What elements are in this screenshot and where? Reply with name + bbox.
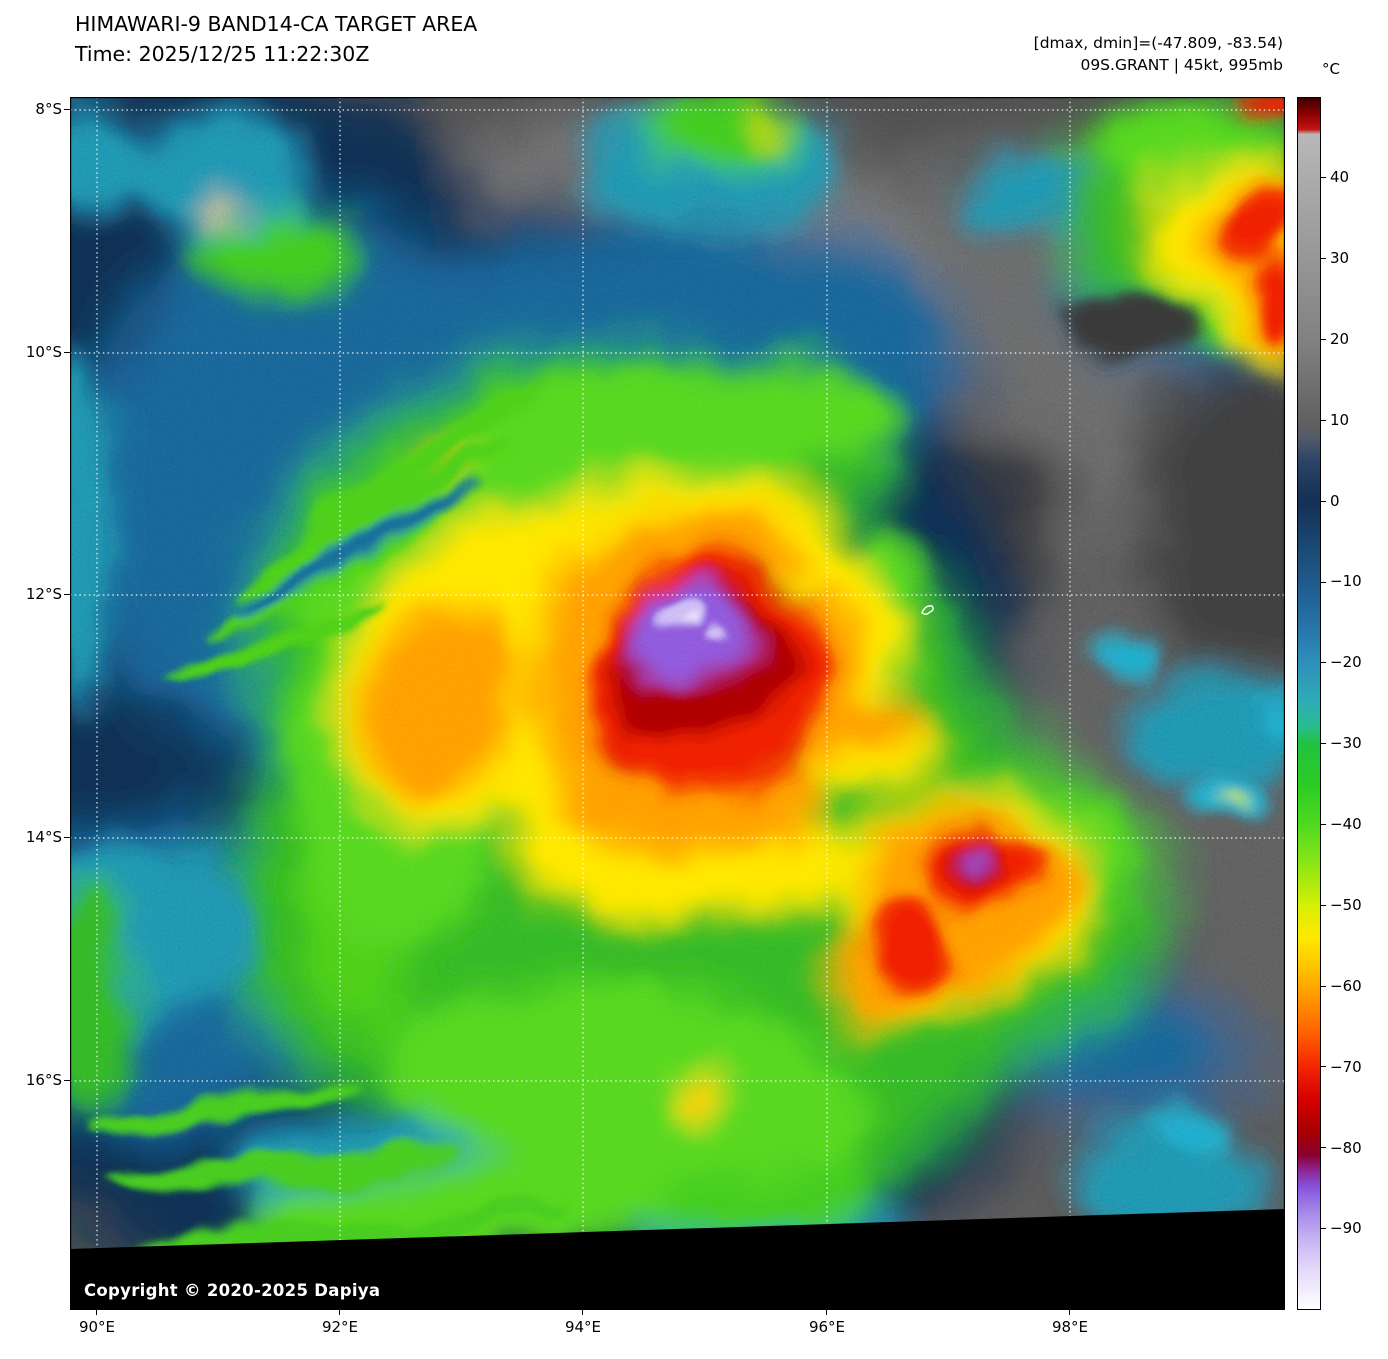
tick-mark [826,1310,828,1315]
satellite-image [70,97,1285,1310]
lon-tick-label: 94°E [564,1318,602,1336]
map-plot-area: Copyright © 2020-2025 Dapiya [70,97,1285,1310]
lat-tick-label: 14°S [25,828,62,846]
colorbar-tick-label: 10 [1330,411,1350,429]
tick-mark [1321,1066,1326,1068]
colorbar-tick-label: −30 [1330,734,1362,752]
figure-time: Time: 2025/12/25 11:22:30Z [75,42,370,66]
tick-mark [1321,1228,1326,1230]
tick-mark [1321,177,1326,179]
tick-mark [64,352,70,354]
lon-tick-label: 92°E [321,1318,359,1336]
tick-mark [339,1310,341,1315]
colorbar-tick-label: −40 [1330,815,1362,833]
lat-tick-label: 12°S [25,585,62,603]
tick-mark [64,1080,70,1082]
tick-mark [1321,1147,1326,1149]
lat-tick-label: 8°S [35,100,62,118]
colorbar-tick-label: 30 [1330,249,1350,267]
image-grain [70,97,1285,1310]
colorbar-tick-label: 20 [1330,330,1350,348]
tick-mark [582,1310,584,1315]
figure-title: HIMAWARI-9 BAND14-CA TARGET AREA [75,12,478,36]
tick-mark [1321,905,1326,907]
lon-tick-label: 98°E [1051,1318,1089,1336]
graticule-gridlines [70,97,1285,1310]
colorbar-tick-label: −90 [1330,1219,1362,1237]
tick-mark [1069,1310,1071,1315]
tick-mark [1321,339,1326,341]
tick-mark [96,1310,98,1315]
dmax-dmin-readout: [dmax, dmin]=(-47.809, -83.54) [1033,34,1283,52]
plot-frame [70,97,1285,1310]
tick-mark [64,109,70,111]
tick-mark [1321,743,1326,745]
lon-tick-label: 90°E [78,1318,116,1336]
no-data-mask [70,1209,1285,1310]
colorbar-tick-label: −50 [1330,896,1362,914]
colorbar-tick-label: −80 [1330,1139,1362,1157]
tick-mark [1321,258,1326,260]
storm-info: 09S.GRANT | 45kt, 995mb [1080,56,1283,74]
tick-mark [1321,501,1326,503]
coastline-mark [921,605,934,615]
colorbar-tick-label: 40 [1330,168,1350,186]
colorbar-tick-label: 0 [1330,492,1340,510]
colorbar-tick-label: −10 [1330,572,1362,590]
tick-mark [64,594,70,596]
copyright-watermark: Copyright © 2020-2025 Dapiya [84,1281,381,1300]
colorbar [1297,97,1321,1310]
lon-tick-label: 96°E [808,1318,846,1336]
colorbar-tick-label: −20 [1330,653,1362,671]
tick-mark [1321,824,1326,826]
lat-tick-label: 10°S [25,343,62,361]
tick-mark [1321,662,1326,664]
lat-tick-label: 16°S [25,1071,62,1089]
tick-mark [64,837,70,839]
colorbar-tick-label: −60 [1330,977,1362,995]
tick-mark [1321,582,1326,584]
tick-mark [1321,420,1326,422]
colorbar-tick-label: −70 [1330,1058,1362,1076]
tick-mark [1321,986,1326,988]
colorbar-unit-label: °C [1322,60,1340,78]
